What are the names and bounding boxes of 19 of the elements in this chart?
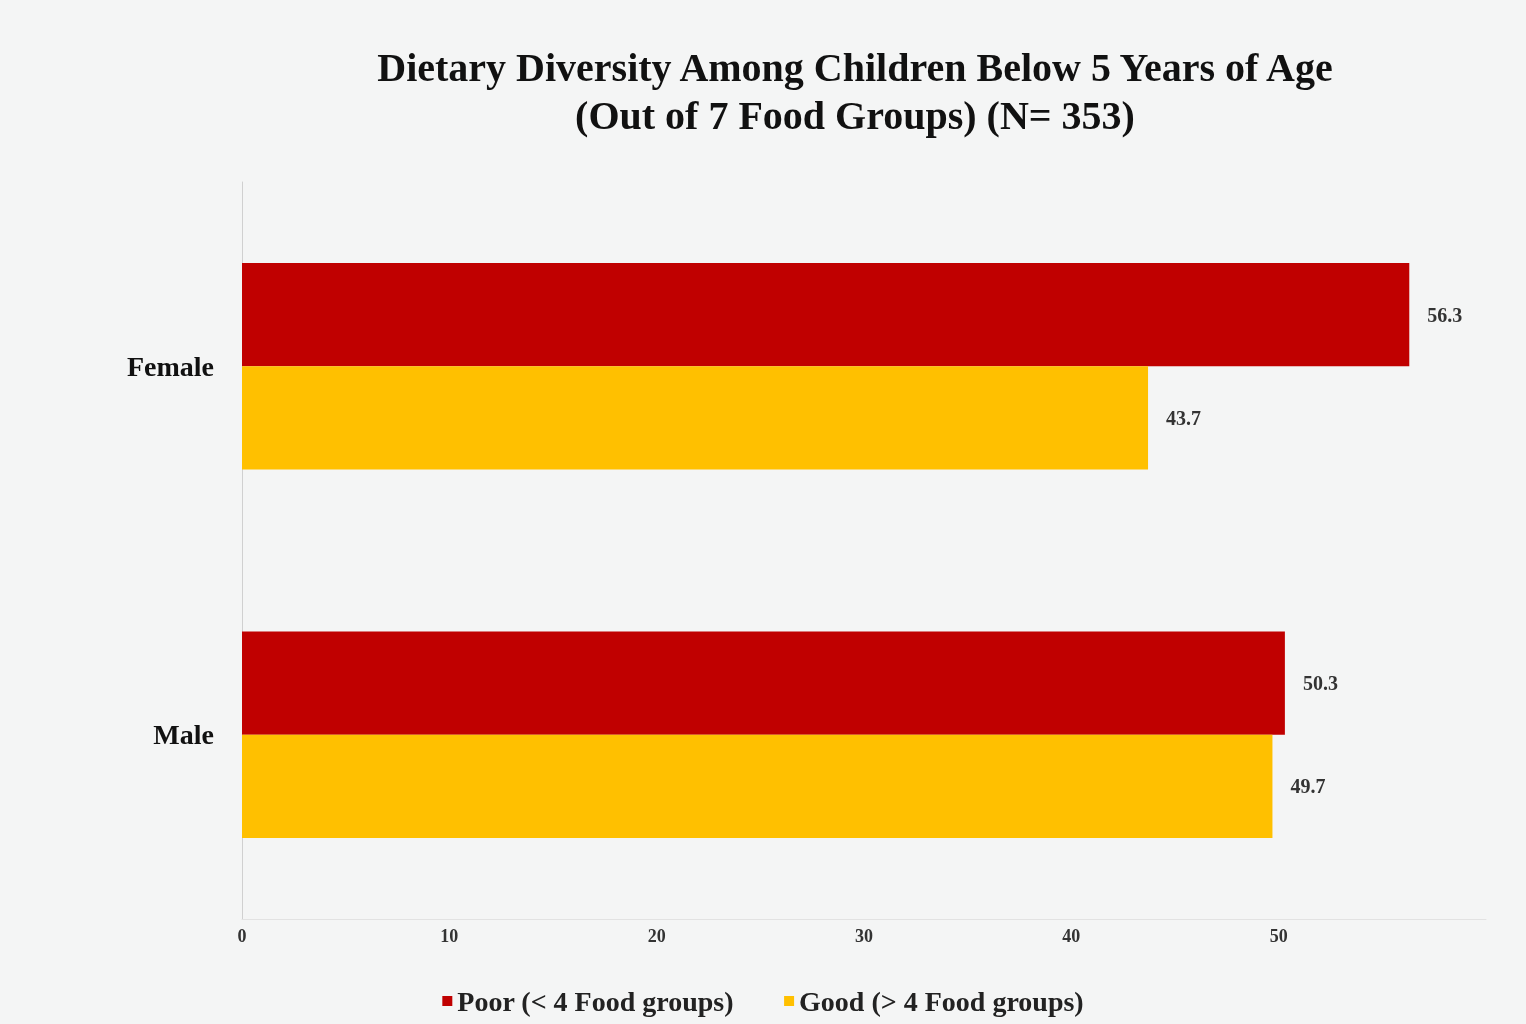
bar bbox=[242, 366, 1149, 470]
bar bbox=[242, 263, 1410, 367]
data-label: 50.3 bbox=[1302, 672, 1338, 695]
chart-title: Dietary Diversity Among Children Below 5 Years of Age (Out of 7 Food Groups) (N= 353) bbox=[377, 44, 1333, 138]
x-tick-label: 40 bbox=[1062, 926, 1081, 946]
x-tick-label: 0 bbox=[237, 926, 247, 946]
legend-label: Poor (< 4 Food groups) bbox=[457, 985, 734, 1017]
y-tick-label: Female bbox=[126, 350, 214, 382]
data-label: 56.3 bbox=[1427, 303, 1463, 326]
legend-label: Good (> 4 Food groups) bbox=[799, 985, 1084, 1017]
x-tick-label: 10 bbox=[440, 926, 459, 946]
data-label: 49.7 bbox=[1290, 775, 1326, 798]
bar bbox=[242, 734, 1273, 838]
x-tick-label: 20 bbox=[647, 926, 666, 946]
x-tick-label: 30 bbox=[855, 926, 873, 946]
x-tick-label: 50 bbox=[1269, 926, 1288, 946]
y-tick-label: Male bbox=[153, 719, 214, 751]
data-label: 43.7 bbox=[1166, 406, 1202, 429]
bar bbox=[242, 631, 1285, 735]
